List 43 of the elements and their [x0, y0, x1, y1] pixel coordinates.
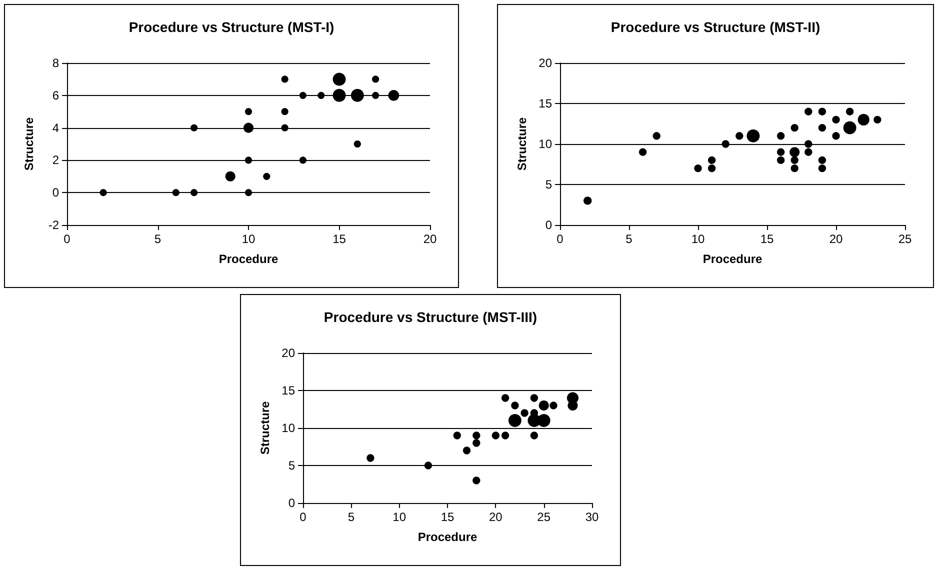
x-tick-label: 0	[64, 232, 71, 246]
x-axis-title: Procedure	[702, 252, 762, 266]
y-tick-label: 4	[52, 120, 60, 135]
x-tick-label: 10	[691, 232, 705, 246]
x-tick-label: 25	[898, 232, 912, 246]
x-tick-label: 15	[760, 232, 774, 246]
y-axis-title: Structure	[258, 401, 272, 455]
y-tick-label: 10	[282, 421, 296, 435]
y-tick-label: 0	[52, 186, 60, 200]
y-tick-label: 8	[52, 56, 60, 70]
x-tick-label: 20	[829, 232, 843, 246]
y-tick-label: 2	[52, 153, 60, 168]
x-tick-label: 20	[488, 510, 503, 524]
x-tick-label: 5	[154, 232, 162, 246]
x-axis-title: Procedure	[218, 252, 278, 266]
y-tick-label: 5	[288, 458, 296, 472]
y-tick-label: 10	[538, 137, 552, 151]
chart-title: Procedure vs Structure (MST-I)	[128, 19, 334, 35]
y-tick-label: 20	[282, 346, 296, 360]
x-tick-label: 20	[423, 232, 437, 246]
y-tick-label: 15	[538, 96, 552, 110]
chart-title: Procedure vs Structure (MST-III)	[324, 309, 538, 325]
x-tick-label: 0	[556, 232, 564, 246]
x-tick-label: 10	[392, 510, 406, 524]
y-tick-label: 6	[52, 88, 60, 102]
x-tick-label: 30	[585, 510, 599, 524]
x-tick-label: 15	[440, 510, 454, 524]
x-tick-label: 15	[332, 232, 346, 246]
y-tick-label: 5	[545, 178, 552, 192]
x-tick-label: 25	[537, 510, 551, 524]
y-tick-label: 15	[282, 384, 296, 398]
y-tick-label: -2	[48, 218, 60, 232]
x-tick-label: 0	[300, 510, 307, 524]
x-tick-label: 5	[348, 510, 355, 524]
y-axis-title: Structure	[514, 117, 529, 171]
y-tick-label: 0	[545, 218, 552, 232]
x-axis-title: Procedure	[418, 530, 478, 544]
x-tick-label: 5	[626, 232, 633, 246]
x-tick-label: 10	[242, 232, 256, 246]
y-tick-label: 0	[288, 496, 296, 510]
y-tick-label: 20	[538, 56, 552, 70]
y-axis-title: Structure	[22, 117, 36, 171]
chart-title: Procedure vs Structure (MST-II)	[610, 19, 820, 35]
